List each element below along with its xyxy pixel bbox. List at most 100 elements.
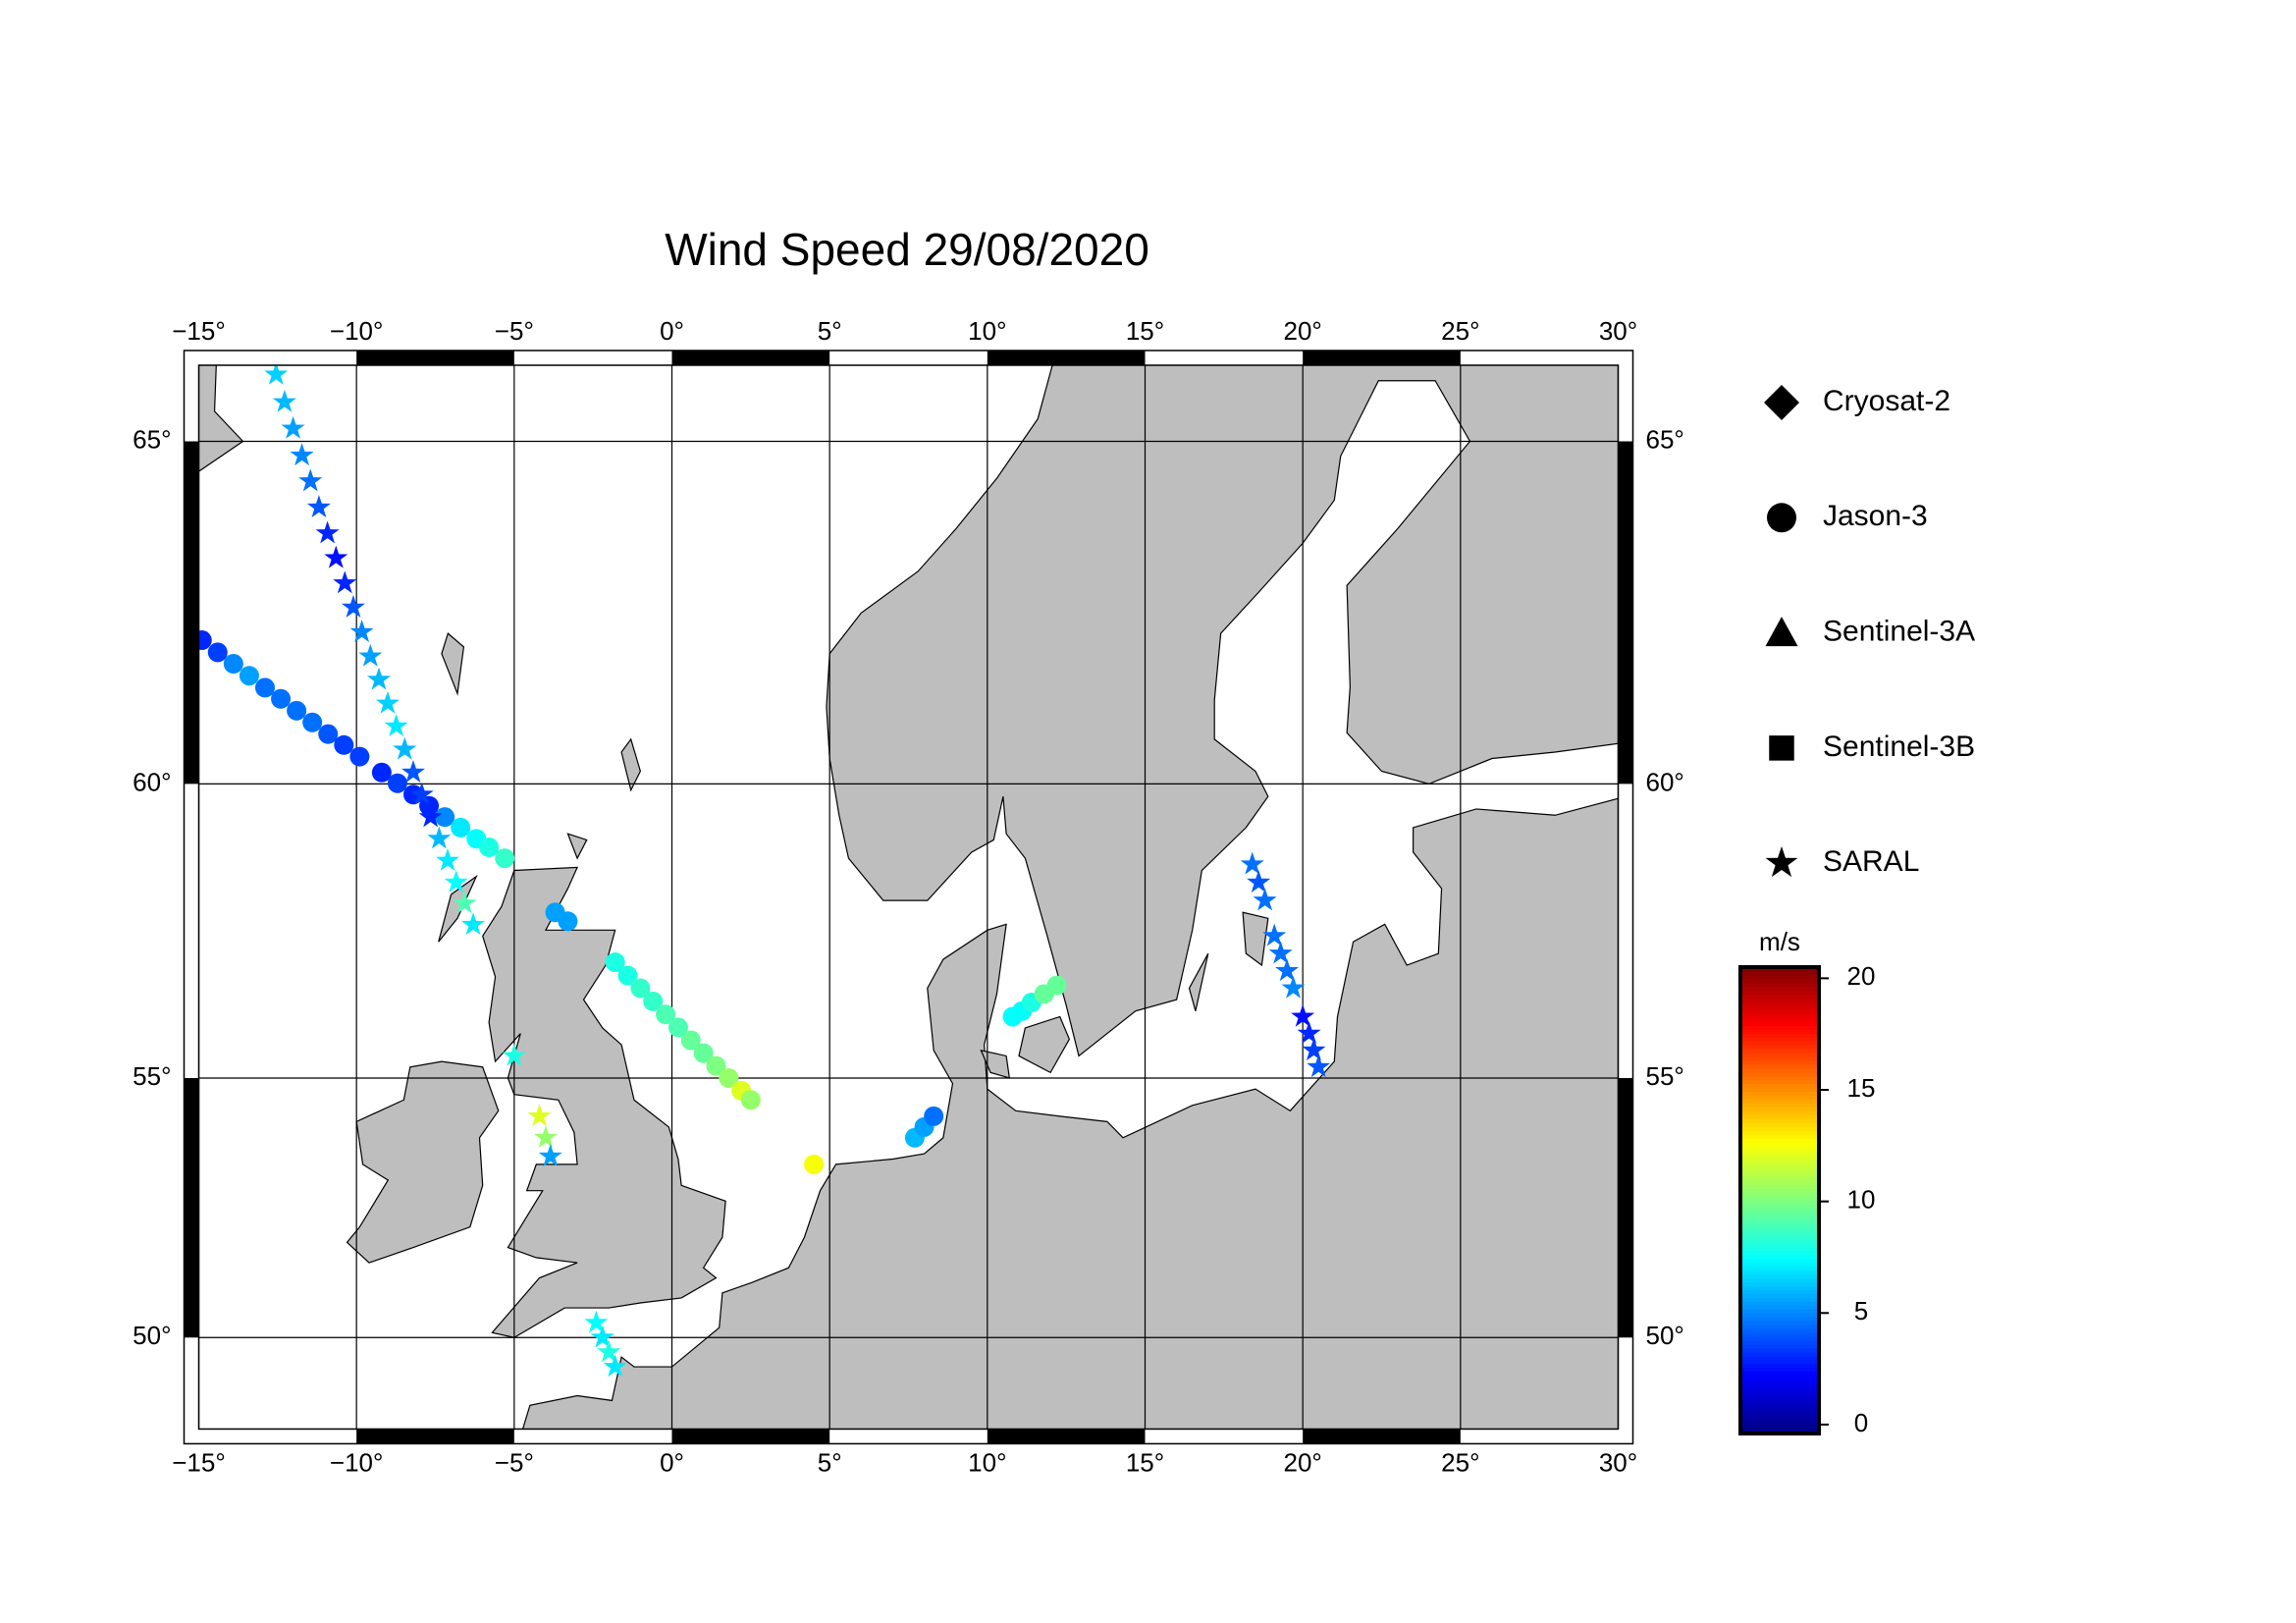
colorbar-segment <box>1740 1117 1819 1123</box>
x-tick-label: 20° <box>1284 1447 1322 1477</box>
colorbar-segment <box>1740 990 1819 996</box>
data-point <box>538 1144 562 1167</box>
colorbar-segment <box>1740 1393 1819 1399</box>
colorbar-segment <box>1740 1184 1819 1190</box>
colorbar-segment <box>1740 1129 1819 1135</box>
data-point <box>1275 958 1300 982</box>
frame-outer <box>183 350 1634 1445</box>
data-point <box>603 1354 627 1378</box>
colorbar-segment <box>1740 1359 1819 1365</box>
y-tick-label: 60° <box>1646 767 1684 796</box>
colorbar-segment <box>1740 1125 1819 1131</box>
colorbar-label: m/s <box>1759 927 1800 956</box>
colorbar-segment <box>1740 1005 1819 1011</box>
frame-bar <box>671 1429 830 1444</box>
chart-title: Wind Speed 29/08/2020 <box>665 224 1149 275</box>
colorbar-segment <box>1740 1071 1819 1077</box>
data-point <box>719 1067 739 1088</box>
colorbar-segment <box>1740 1196 1819 1201</box>
map-area <box>198 365 1619 1430</box>
colorbar-segment <box>1740 1417 1819 1423</box>
colorbar-segment <box>1740 1277 1819 1283</box>
x-tick-label: −10° <box>330 316 384 346</box>
colorbar-segment <box>1740 970 1819 976</box>
colorbar-segment <box>1740 1063 1819 1069</box>
colorbar-segment <box>1740 1059 1819 1065</box>
legend-marker <box>1769 735 1794 761</box>
colorbar-segment <box>1740 1141 1819 1147</box>
land <box>620 737 642 792</box>
frame-inner <box>197 364 1620 1431</box>
colorbar-segment <box>1740 1327 1819 1333</box>
colorbar-segment <box>1740 1270 1819 1275</box>
colorbar-segment <box>1740 1355 1819 1361</box>
colorbar-segment <box>1740 1013 1819 1018</box>
colorbar-segment <box>1740 1347 1819 1353</box>
frame-bar <box>671 351 830 365</box>
colorbar-segment <box>1740 1238 1819 1244</box>
data-point <box>444 870 468 893</box>
colorbar-segment <box>1740 1215 1819 1220</box>
x-tick-label: 20° <box>1284 316 1322 346</box>
data-point <box>453 891 477 914</box>
data-point <box>198 630 212 651</box>
colorbar-segment <box>1740 1405 1819 1411</box>
data-point <box>1268 941 1293 964</box>
colorbar-segment <box>1740 1285 1819 1291</box>
colorbar-segment <box>1740 1222 1819 1228</box>
colorbar-segment <box>1740 974 1819 980</box>
colorbar-segment <box>1740 1137 1819 1143</box>
data-point <box>495 848 515 869</box>
colorbar-segment <box>1740 1421 1819 1427</box>
data-point <box>349 620 374 642</box>
data-point <box>333 570 357 594</box>
frame-bar <box>184 1077 199 1338</box>
colorbar-segment <box>1740 1083 1819 1089</box>
colorbar-segment <box>1740 1375 1819 1380</box>
colorbar-segment <box>1740 1044 1819 1050</box>
data-point <box>409 782 434 805</box>
x-tick-label: 30° <box>1599 316 1637 346</box>
data-point <box>298 468 323 492</box>
colorbar-segment <box>1740 1032 1819 1038</box>
data-point <box>290 443 314 466</box>
colorbar-segment <box>1740 1168 1819 1174</box>
colorbar-segment <box>1740 1266 1819 1271</box>
data-point <box>1240 851 1264 875</box>
data-point <box>358 643 383 667</box>
frame-bar <box>987 1429 1146 1444</box>
data-point <box>558 911 578 932</box>
data-point <box>1297 1021 1321 1044</box>
colorbar-segment <box>1740 1367 1819 1373</box>
data-point <box>393 736 417 760</box>
colorbar-segment <box>1740 1024 1819 1030</box>
x-tick-label: −5° <box>495 316 534 346</box>
colorbar-segment <box>1740 1343 1819 1349</box>
colorbar-segment <box>1740 1121 1819 1127</box>
x-tick-label: 15° <box>1126 1447 1164 1477</box>
data-point <box>667 1017 688 1038</box>
colorbar-segment <box>1740 1079 1819 1085</box>
data-point <box>597 1339 621 1363</box>
data-point <box>306 495 331 518</box>
colorbar-segment <box>1740 1009 1819 1014</box>
colorbar-segment <box>1740 1109 1819 1115</box>
data-point <box>341 595 365 618</box>
data-point <box>1281 975 1306 999</box>
data-point <box>272 389 296 412</box>
colorbar-segment <box>1740 1250 1819 1256</box>
land <box>441 632 465 696</box>
colorbar-segment <box>1740 1149 1819 1155</box>
data-point <box>740 1090 761 1110</box>
data-point <box>706 1055 726 1076</box>
frame-bar <box>1618 441 1633 784</box>
data-point <box>630 978 651 999</box>
colorbar-segment <box>1740 1176 1819 1182</box>
data-point <box>643 991 664 1011</box>
colorbar-segment <box>1740 1300 1819 1306</box>
data-point <box>1302 1038 1326 1061</box>
colorbar-segment <box>1740 1067 1819 1073</box>
land <box>346 1060 500 1264</box>
data-point <box>334 734 354 755</box>
x-tick-label: −15° <box>172 1447 226 1477</box>
